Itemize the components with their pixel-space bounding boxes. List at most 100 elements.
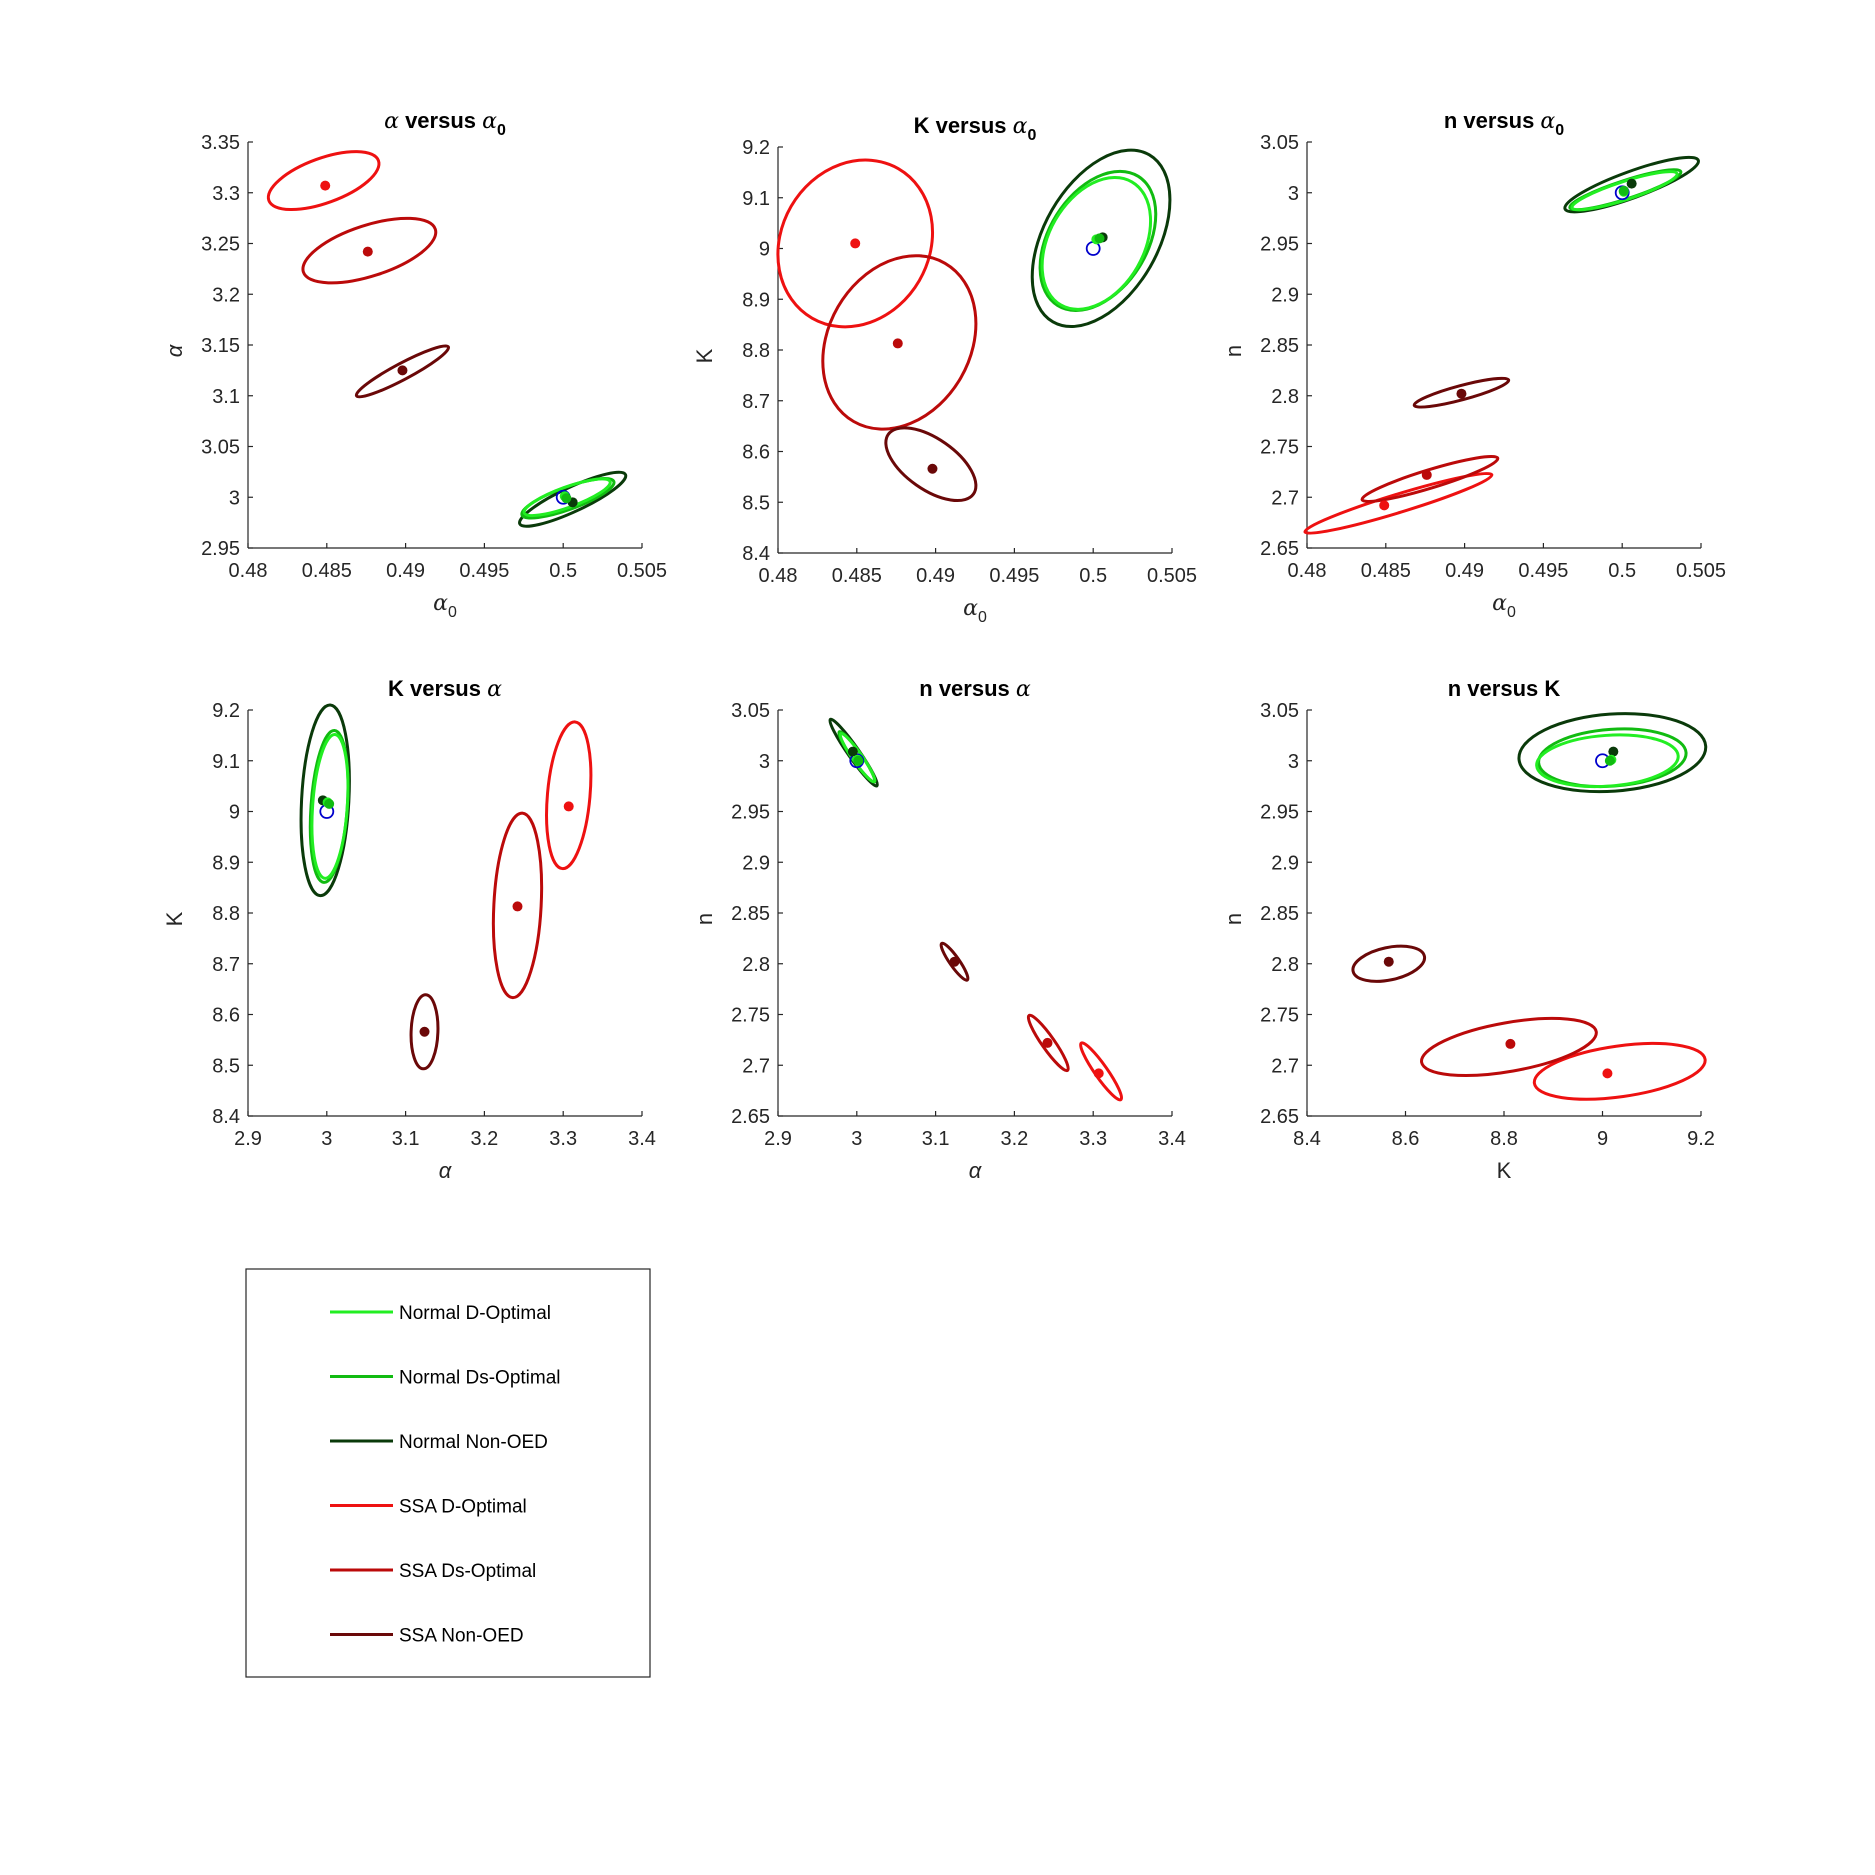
y-tick-label: 2.95: [731, 802, 770, 824]
subplot-title: K versus α: [388, 676, 502, 702]
x-tick-label: 3.3: [549, 1128, 577, 1150]
estimate-point: [1604, 755, 1615, 766]
x-axis-label: α: [439, 1158, 453, 1183]
confidence-ellipse: [1535, 733, 1680, 789]
y-tick-label: 8.5: [742, 492, 770, 514]
estimate-point: [563, 801, 574, 812]
confidence-ellipse: [310, 733, 350, 880]
x-tick-label: 0.49: [916, 565, 955, 587]
y-tick-label: 8.6: [742, 442, 770, 464]
subplot-title: n versus α: [919, 676, 1031, 702]
estimate-point: [1421, 469, 1432, 480]
y-tick-label: 3.3: [212, 183, 240, 205]
y-axis-label: K: [692, 348, 717, 363]
confidence-ellipse: [409, 993, 440, 1071]
legend-label: Normal Non-OED: [399, 1432, 548, 1453]
x-tick-label: 0.505: [1676, 560, 1726, 582]
legend-box: [245, 1268, 651, 1678]
x-tick-label: 3.4: [628, 1128, 656, 1150]
confidence-ellipse: [1420, 1016, 1598, 1077]
x-axis-label: α0: [433, 591, 457, 621]
y-tick-label: 2.8: [742, 954, 770, 976]
subplot-3: 0.48 0.485 0.49 0.495 0.5 0.505 2.65 2.7 2.75 2.8…: [1221, 108, 1726, 621]
y-tick-label: 2.65: [1260, 538, 1299, 560]
x-axis-label: α: [969, 1158, 983, 1183]
y-tick-label: 2.9: [742, 852, 770, 874]
x-tick-label: 8.6: [1392, 1128, 1420, 1150]
confidence-ellipse: [884, 426, 978, 503]
subplot-title: α versus α0: [384, 108, 506, 139]
x-tick-label: 0.495: [459, 560, 509, 582]
estimate-point: [853, 755, 864, 766]
y-tick-label: 8.8: [212, 903, 240, 925]
y-tick-label: 3.05: [1260, 132, 1299, 154]
confidence-ellipse: [518, 470, 628, 528]
y-axis-label: n: [1221, 345, 1246, 357]
estimate-point: [1618, 185, 1629, 196]
y-tick-label: 8.8: [742, 340, 770, 362]
confidence-ellipse: [1030, 148, 1172, 329]
confidence-ellipse: [1040, 176, 1153, 311]
y-tick-label: 2.65: [731, 1106, 770, 1128]
subplot-5: 2.9 3 3.1 3.2 3.3 3.4 2.65 2.7 2.75 2.8 2.85 2.9 2.9…: [692, 676, 1186, 1183]
confidence-ellipse: [1517, 712, 1708, 794]
confidence-ellipse: [1360, 454, 1500, 503]
x-tick-label: 0.49: [386, 560, 425, 582]
x-tick-label: 0.495: [1518, 560, 1568, 582]
legend-label: Normal Ds-Optimal: [399, 1368, 561, 1389]
x-tick-label: 0.48: [759, 565, 798, 587]
y-tick-label: 9: [759, 239, 770, 261]
legend-entry: Normal Ds-Optimal: [330, 1368, 561, 1389]
x-tick-label: 8.8: [1490, 1128, 1518, 1150]
y-tick-label: 3: [229, 487, 240, 509]
estimate-point: [324, 798, 335, 809]
subplot-4: 2.9 3 3.1 3.2 3.3 3.4 8.4 8.5 8.6 8.7 8.8 8.9 9 9.1 9.…: [162, 676, 656, 1183]
x-tick-label: 0.48: [229, 560, 268, 582]
y-tick-label: 3.25: [201, 234, 240, 256]
legend: Normal D-Optimal Normal Ds-Optimal Normal …: [245, 1268, 651, 1678]
legend-entry: Normal Non-OED: [330, 1432, 548, 1453]
y-tick-label: 2.9: [1271, 852, 1299, 874]
x-tick-label: 0.5: [1079, 565, 1107, 587]
y-tick-label: 2.9: [1271, 284, 1299, 306]
estimate-point: [320, 180, 331, 191]
y-tick-label: 2.75: [1260, 1005, 1299, 1027]
estimate-point: [847, 746, 858, 757]
estimate-point: [1626, 178, 1637, 189]
plot-area: [828, 717, 1124, 1102]
x-tick-label: 3.1: [922, 1128, 950, 1150]
x-tick-label: 0.485: [832, 565, 882, 587]
x-tick-label: 2.9: [234, 1128, 262, 1150]
y-tick-label: 2.75: [731, 1005, 770, 1027]
estimate-point: [512, 901, 523, 912]
y-tick-label: 8.9: [212, 852, 240, 874]
y-tick-label: 9: [229, 802, 240, 824]
legend-label: SSA Ds-Optimal: [399, 1561, 536, 1582]
legend-label: Normal D-Optimal: [399, 1303, 551, 1324]
y-axis-label: α: [162, 343, 187, 357]
confidence-ellipse: [776, 158, 935, 329]
confidence-ellipse: [266, 150, 381, 212]
y-tick-label: 2.65: [1260, 1106, 1299, 1128]
y-tick-label: 8.5: [212, 1055, 240, 1077]
y-axis-label: K: [162, 911, 187, 926]
y-tick-label: 2.85: [731, 903, 770, 925]
x-tick-label: 0.485: [1361, 560, 1411, 582]
confidence-ellipse: [491, 811, 544, 1000]
subplot-title: n versus α0: [1444, 108, 1564, 139]
x-tick-label: 0.505: [617, 560, 667, 582]
confidence-ellipse: [821, 254, 978, 431]
confidence-ellipse: [1038, 169, 1158, 312]
estimate-point: [1042, 1037, 1053, 1048]
y-tick-label: 3.05: [731, 700, 770, 722]
subplot-1: 0.48 0.485 0.49 0.495 0.5 0.505 2.95 3 3.05 3.1 3.…: [162, 108, 667, 621]
estimate-point: [1383, 956, 1394, 967]
confidence-ellipse: [1570, 170, 1679, 212]
plot-area: [299, 703, 593, 1071]
y-tick-label: 3.35: [201, 132, 240, 154]
confidence-ellipse: [1351, 944, 1427, 983]
y-tick-label: 2.95: [1260, 234, 1299, 256]
estimate-point: [949, 956, 960, 967]
estimate-point: [892, 338, 903, 349]
